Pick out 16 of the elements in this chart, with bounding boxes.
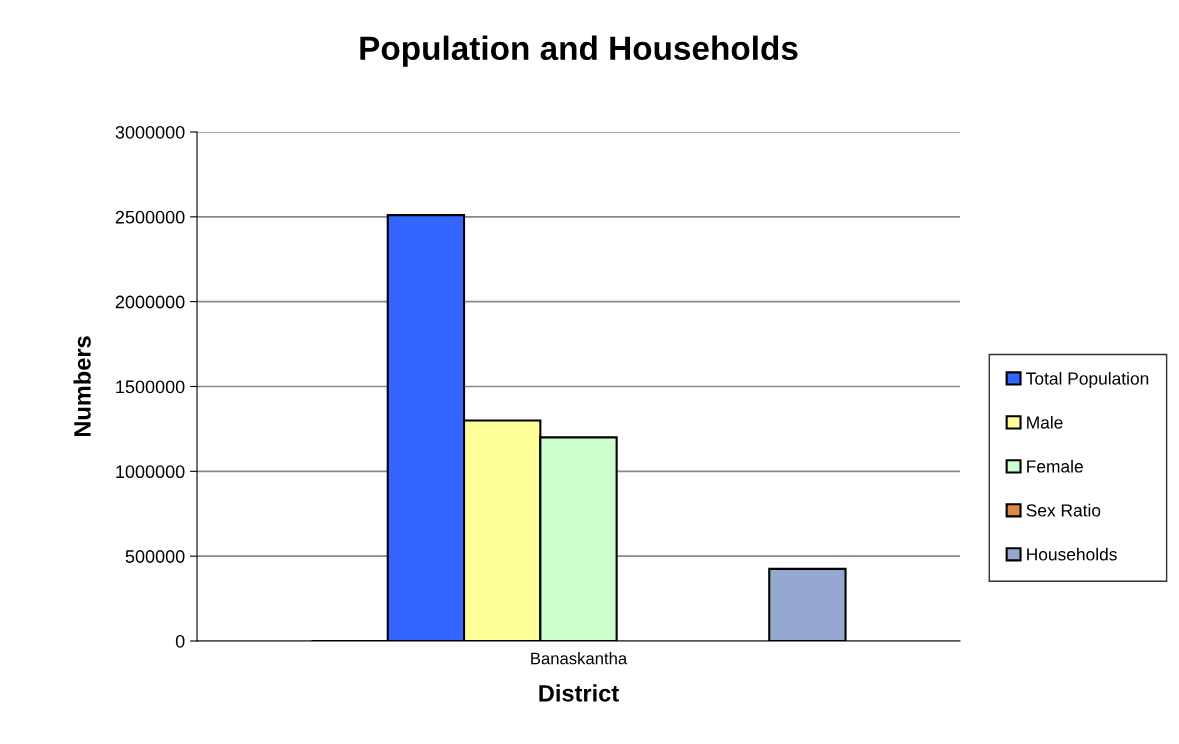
y-tick-label: 1000000 [116, 465, 185, 479]
legend-label: Total Population [1026, 371, 1149, 389]
legend-label: Female [1027, 459, 1083, 473]
y-tick-label: 0 [175, 634, 185, 648]
legend-label: Households [1027, 547, 1117, 561]
y-axis-title: Numbers [73, 336, 91, 437]
y-tick-label: 2500000 [115, 210, 185, 224]
legend-label: Sex Ratio [1026, 503, 1101, 517]
y-tick-label: 3000000 [115, 125, 185, 139]
y-tick-label: 2000000 [115, 295, 185, 309]
y-tick-label: 500000 [125, 550, 185, 563]
x-tick-label: Banaskantha [531, 652, 628, 665]
chart-title: Population and Households [360, 35, 798, 67]
legend-label: Male [1027, 415, 1063, 429]
y-tick-label: 1500000 [116, 380, 185, 394]
x-axis-title: District [539, 684, 619, 702]
